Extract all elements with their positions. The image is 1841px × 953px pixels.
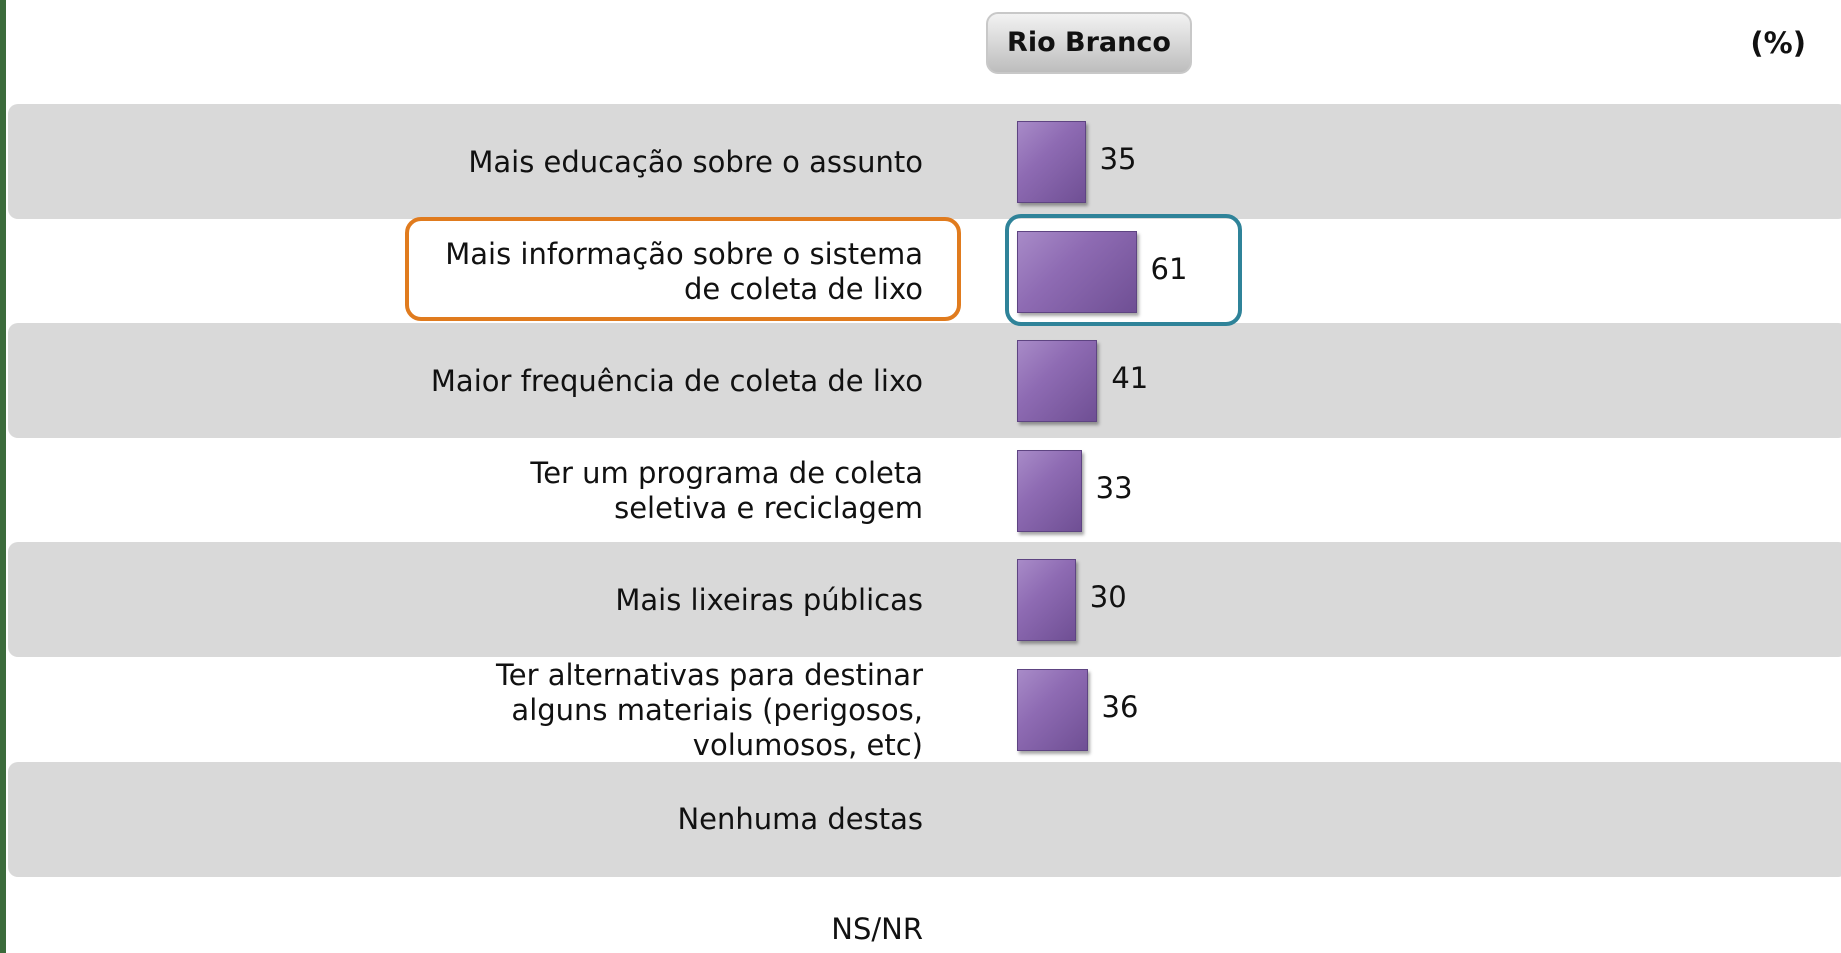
value-label: 36 [1101,690,1139,724]
category-label: NS/NR [831,911,923,946]
row-band [8,323,1841,439]
category-label: Nenhuma destas [677,802,923,837]
highlight-bar-box [1005,214,1242,326]
highlight-label-box [405,217,961,321]
value-label: 35 [1099,142,1137,176]
bar [1017,230,1137,313]
value-label: 33 [1095,470,1133,505]
row-band [8,761,1841,877]
category-label: Mais informação sobre o sistema de colet… [445,236,923,306]
value-label: 30 [1089,580,1127,615]
bar [1017,121,1086,203]
series-header: Rio Branco [986,12,1192,74]
category-label: Mais lixeiras públicas [615,582,923,617]
value-label: 41 [1111,361,1149,396]
row-band [8,104,1841,219]
unit-label: (%) [1750,26,1806,60]
category-label: Maior frequência de coleta de lixo [430,363,923,398]
bar [1017,669,1088,751]
category-label: Ter um programa de coleta seletiva e rec… [530,455,923,525]
value-label: 61 [1150,251,1188,286]
category-label: Mais educação sobre o assunto [468,144,923,179]
left-strip [0,0,6,953]
bar [1017,340,1098,423]
bar [1017,559,1076,642]
bar [1017,449,1082,532]
row-band [8,542,1841,658]
category-label: Ter alternativas para destinar alguns ma… [495,657,923,762]
